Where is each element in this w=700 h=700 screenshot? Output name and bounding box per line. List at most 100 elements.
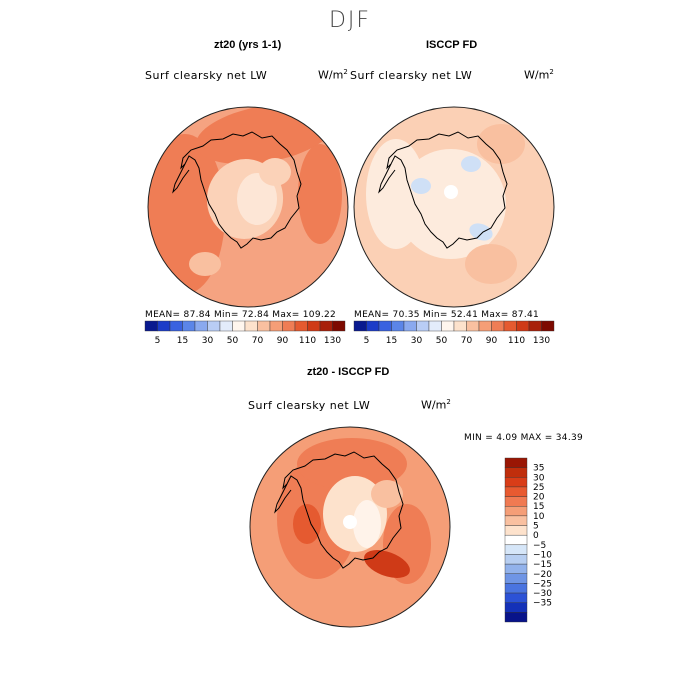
panel-3-colorbar-swatch [504,583,528,594]
panel-3-colorbar-swatch [504,563,528,574]
panel-1-colorbar-tick-label: 30 [202,336,214,346]
panel-2-colorbar-swatch [516,320,530,332]
panel-2-colorbar-swatch [353,320,367,332]
panel-2-colorbar-swatch [416,320,430,332]
panel-3-colorbar-tick-label: 15 [533,502,544,512]
panel-1-colorbar-tick-label: 70 [252,336,264,346]
panel-3-colorbar-tick-label: 0 [533,531,539,541]
field-contour-region [297,438,407,490]
panel-3-colorbar-tick-label: −20 [533,570,552,580]
panel-2-colorbar-tick-label: 130 [533,336,550,346]
panel-3-title: zt20 - ISCCP FD [307,366,390,378]
panel-2-stats: MEAN= 70.35 Min= 52.41 Max= 87.41 [354,310,540,320]
panel-1-stats: MEAN= 87.84 Min= 72.84 Max= 109.22 [145,310,337,320]
panel-3-field-label: Surf clearsky net LW [248,399,371,412]
panel-1-colorbar-tick-label: 90 [277,336,289,346]
panel-3-units-exp: 2 [446,398,451,406]
map-boundary [249,426,451,628]
panel-3-colorbar-tick-label: −25 [533,579,552,589]
field-contour-region [189,252,221,276]
panel-2-colorbar-tick-label: 50 [436,336,448,346]
panel-3-colorbar-swatch [504,506,528,517]
panel-3-colorbar-tick-label: 5 [533,522,539,532]
panel-1-units-exp: 2 [343,68,348,76]
season-title: DJF [328,8,372,33]
field-contour-region [477,124,525,164]
field-contour-region [465,244,517,284]
panel-3-colorbar-swatch [504,544,528,555]
panel-1-colorbar-swatch [332,320,346,332]
panel-1-colorbar-swatch [257,320,271,332]
panel-1-colorbar-swatch [182,320,196,332]
panel-3-units-base: W/m [421,398,447,412]
panel-2-colorbar-swatch [366,320,380,332]
peninsula-coastline [274,483,292,514]
pole-missing-data [343,515,357,529]
panel-2-colorbar-swatch [453,320,467,332]
panel-2-units-exp: 2 [549,68,554,76]
panel-1-colorbar-swatch [269,320,283,332]
panel-1-map [147,106,349,308]
pole-missing-data [444,185,458,199]
field-contour-region [411,178,431,194]
panel-1-field-label: Surf clearsky net LW [145,69,268,82]
panel-1-units-base: W/m [318,68,344,82]
panel-3-colorbar-swatch [504,573,528,584]
panel-1-colorbar-tick-label: 15 [177,336,188,346]
panel-2-colorbar-swatch [391,320,405,332]
field-contour-region [237,173,277,225]
panel-3-colorbar-tick-label: 20 [533,493,545,503]
panel-1-colorbar-swatch [244,320,258,332]
field-contour-region [353,500,381,548]
field-contour-region [371,480,403,508]
panel-1-units: W/m2 [318,69,348,81]
panel-1-colorbar-swatch [194,320,208,332]
panel-1-colorbar-tick-label: 5 [155,336,161,346]
peninsula-coastline [378,163,396,194]
panel-3-colorbar-tick-label: −35 [533,599,552,609]
panel-1-colorbar-tick-label: 130 [324,336,341,346]
panel-3-colorbar-tick-label: 10 [533,512,545,522]
panel-3-colorbar-swatch [504,602,528,613]
panel-1-colorbar-tick-label: 110 [299,336,316,346]
panel-1-colorbar-swatch [207,320,221,332]
panel-3-colorbar-swatch [504,612,528,623]
field-contour-region [396,149,506,259]
panel-3-stats: MIN = 4.09 MAX = 34.39 [464,433,584,443]
panel-3-colorbar-swatch [504,467,528,478]
panel-1-colorbar-swatch [282,320,296,332]
antarctica-coastline [386,131,508,249]
panel-3-units: W/m2 [421,399,451,411]
peninsula-coastline [172,163,190,194]
field-contour-region [259,158,291,186]
antarctica-coastline [282,451,404,569]
panel-1-colorbar: 5 15 30 50 70 90 110 130 [144,320,346,346]
panel-3-colorbar-swatch [504,534,528,546]
panel-1-colorbar-tick-label: 50 [227,336,239,346]
panel-3-map [249,426,451,628]
panel-2-colorbar-tick-label: 30 [411,336,423,346]
panel-3-colorbar-tick-label: 30 [533,473,545,483]
panel-1-colorbar-swatch [232,320,246,332]
panel-3-colorbar-swatch [504,457,528,468]
panel-3-colorbar-tick-label: −15 [533,560,552,570]
panel-2-colorbar-swatch [428,320,442,332]
panel-2-field-label: Surf clearsky net LW [350,69,473,82]
field-contour-region [293,504,321,544]
panel-2-colorbar-swatch [403,320,417,332]
panel-2-colorbar-swatch [541,320,555,332]
panel-3-colorbar-tick-label: −10 [533,550,552,560]
panel-3-colorbar-tick-label: −5 [533,541,546,551]
panel-3-colorbar-tick-label: 25 [533,483,544,493]
panel-1-colorbar-swatch [319,320,333,332]
map-boundary [147,106,349,308]
panel-2-colorbar-swatch [466,320,480,332]
antarctica-coastline [180,131,302,249]
field-contour-region [469,223,493,241]
panel-2-colorbar: 5 15 30 50 70 90 110 130 [353,320,555,346]
panel-3-colorbar-swatch [504,592,528,603]
panel-2-units: W/m2 [524,69,554,81]
panel-3-colorbar-swatch [504,486,528,497]
